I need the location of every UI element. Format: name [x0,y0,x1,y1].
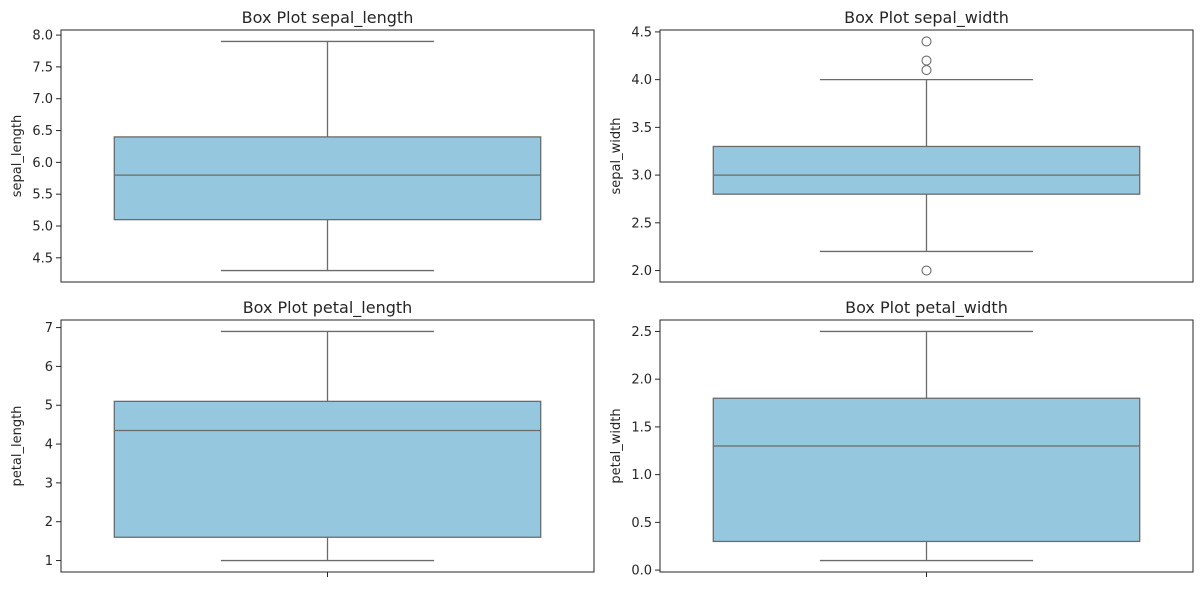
y-tick-label: 5.0 [32,220,53,235]
chart-title: Box Plot petal_length [243,298,413,318]
y-tick-label: 4.0 [631,73,652,88]
y-tick-label: 7 [45,321,53,336]
chart-panel-1: Box Plot sepal_length 4.5 5.0 5.5 6.0 6.5 7.0 7… [10,8,595,283]
y-tick-label: 4.5 [631,25,652,40]
outlier-point [921,55,932,66]
y-tick-label: 0.5 [631,516,652,531]
plot-frame [60,319,595,573]
y-axis-label: sepal_length [10,115,25,198]
y-axis-label: petal_length [10,406,25,487]
iqr-box [113,136,542,221]
outlier-point [921,65,932,76]
chart-panel-2: Box Plot sepal_width 2.0 2.5 3.0 3.5 4.0 4.5 se… [609,8,1194,283]
y-axis-label: sepal_width [609,118,624,195]
y-tick-label: 3.0 [631,169,652,184]
outlier-point [921,265,932,276]
y-tick-label: 5 [45,399,53,414]
y-tick-label: 4 [45,438,53,453]
outlier-point [921,36,932,47]
y-tick-label: 6 [45,360,53,375]
y-tick-label: 6.5 [32,124,53,139]
y-tick-label: 5.5 [32,188,53,203]
y-tick-label: 4.5 [32,251,53,266]
y-tick-label: 2.0 [631,373,652,388]
chart-title: Box Plot sepal_width [844,8,1009,28]
y-tick-label: 0.0 [631,564,652,579]
y-tick-label: 7.5 [32,60,53,75]
iqr-box [113,400,542,538]
chart-title: Box Plot sepal_length [242,8,414,28]
iqr-box [712,145,1141,195]
plot-frame [60,29,595,283]
y-tick-label: 2 [45,515,53,530]
y-tick-label: 3 [45,476,53,491]
plot-frame [659,29,1194,283]
y-tick-label: 1.0 [631,468,652,483]
y-tick-label: 2.0 [631,264,652,279]
chart-panel-4: Box Plot petal_width 0.0 0.5 1.0 1.5 2.0 2.5 pe… [609,298,1194,579]
y-axis-label: petal_width [609,408,624,483]
iqr-box [712,397,1141,543]
chart-title: Box Plot petal_width [845,298,1008,318]
chart-panel-3: Box Plot petal_length 1 2 3 4 5 6 7 petal_length [10,298,595,577]
y-tick-label: 1.5 [631,420,652,435]
y-tick-label: 2.5 [631,216,652,231]
y-tick-label: 6.0 [32,156,53,171]
y-tick-label: 7.0 [32,92,53,107]
y-tick-label: 2.5 [631,325,652,340]
y-tick-label: 8.0 [32,29,53,44]
y-tick-label: 1 [45,554,53,569]
y-tick-label: 3.5 [631,121,652,136]
plot-frame [659,319,1194,573]
